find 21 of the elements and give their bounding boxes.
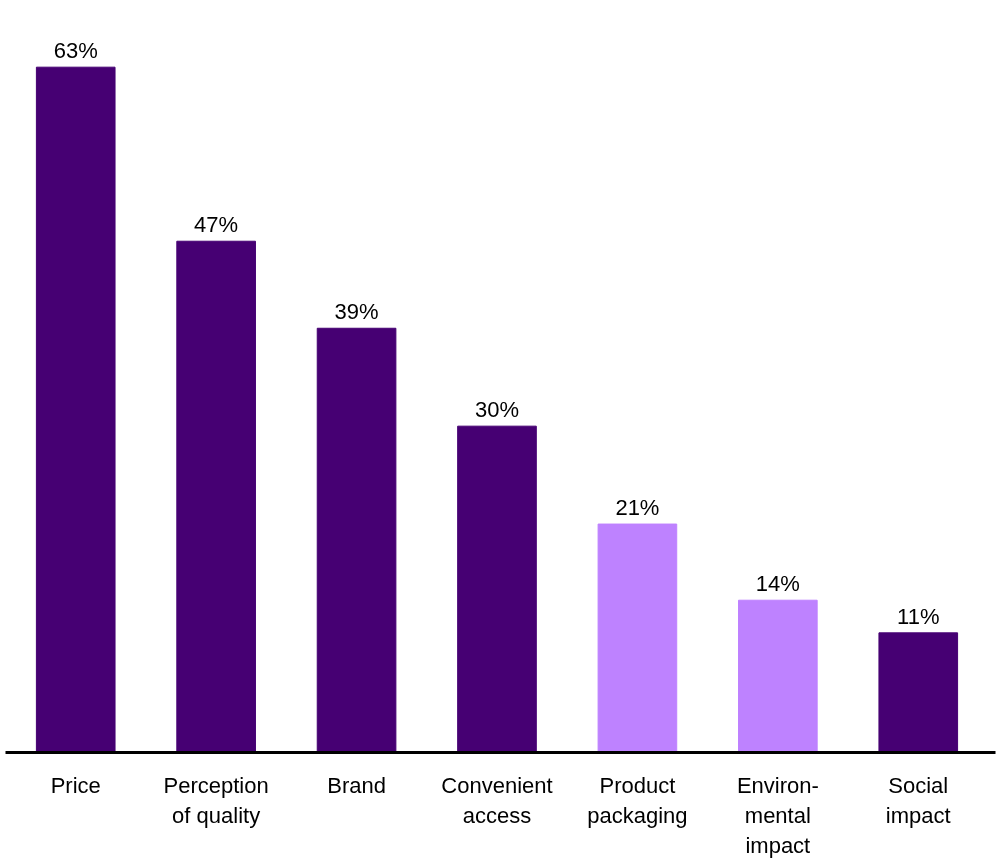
data-label: 21% [615,495,660,521]
bar [738,599,818,753]
bar [35,66,116,753]
x-tick-label: Environ- mental impact [736,772,819,858]
data-label: 39% [334,299,379,325]
data-label: 47% [194,212,239,238]
data-label: 63% [53,38,98,64]
x-tick-label: Social impact [885,772,951,828]
data-label: 11% [897,603,940,629]
x-tick-label: Price [50,772,101,798]
x-tick-label: Perception of quality [163,772,269,828]
bar [457,425,537,753]
bar [597,523,678,753]
data-label: 30% [474,397,520,423]
bar [176,240,256,753]
x-tick-label: Product packaging [587,772,688,828]
x-tick-label: Brand [327,772,386,798]
bar [878,632,959,753]
bar [316,327,397,753]
data-label: 14% [755,571,800,597]
x-tick-label: Convenient access [441,772,553,828]
